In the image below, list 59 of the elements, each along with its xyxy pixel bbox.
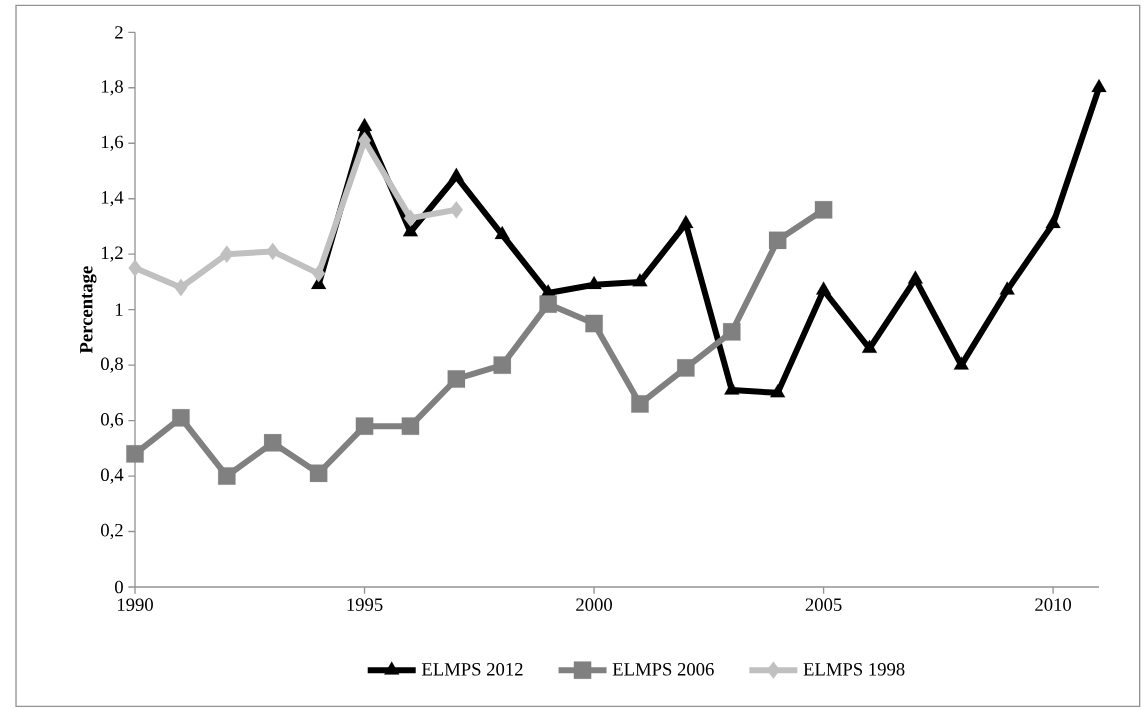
point [815,281,832,295]
point [631,395,649,413]
x-tick-label: 2000 [576,598,612,611]
point [263,434,282,452]
point [861,339,878,353]
point [172,409,190,427]
y-tick-label: 1,6 [101,135,124,151]
point [586,275,602,290]
point [723,323,741,341]
point [539,295,557,313]
point [999,281,1015,295]
y-tick-label: 1,4 [101,191,124,207]
point [218,467,236,485]
x-tick-label: 2005 [805,598,842,611]
x-tick-label: 2010 [1035,598,1072,611]
y-tick-label: 0,8 [101,357,123,373]
x-tick-label: 1990 [117,598,153,611]
point [309,464,328,483]
point [357,131,372,150]
y-tick-label: 1,8 [101,80,123,96]
point [448,167,464,181]
point [449,201,463,219]
point [724,381,740,395]
point [678,214,694,229]
y-tick-label: 0,2 [101,523,123,540]
point [356,117,373,132]
point [677,359,695,377]
point [312,264,326,283]
x-tick-label: 1995 [347,598,383,611]
point [266,242,280,261]
point [355,417,374,435]
point [493,356,511,374]
point [953,356,969,370]
point [768,231,787,250]
point [128,259,142,277]
y-tick-label: 0 [115,580,123,594]
point [1091,79,1107,93]
point [814,201,833,219]
point [402,223,419,237]
point [174,278,188,297]
point [401,417,420,435]
point [907,270,923,284]
legend-label: ELMPS 2012 [421,662,523,676]
point [770,384,786,398]
point [585,314,603,333]
y-tick-label: 0,6 [101,412,124,429]
point [632,273,648,287]
y-tick-label: 0,4 [101,468,124,484]
y-tick-label: 1 [115,303,123,316]
legend-label: ELMPS 1998 [803,662,905,676]
legend-label: ELMPS 2006 [612,662,714,676]
y-tick-label: 2 [115,26,123,39]
point [126,445,144,463]
y-axis-title: Percentage [80,266,97,354]
y-tick-label: 1,2 [101,246,123,262]
point [494,226,510,240]
point [403,209,418,227]
point [447,370,466,388]
point [1045,214,1061,229]
